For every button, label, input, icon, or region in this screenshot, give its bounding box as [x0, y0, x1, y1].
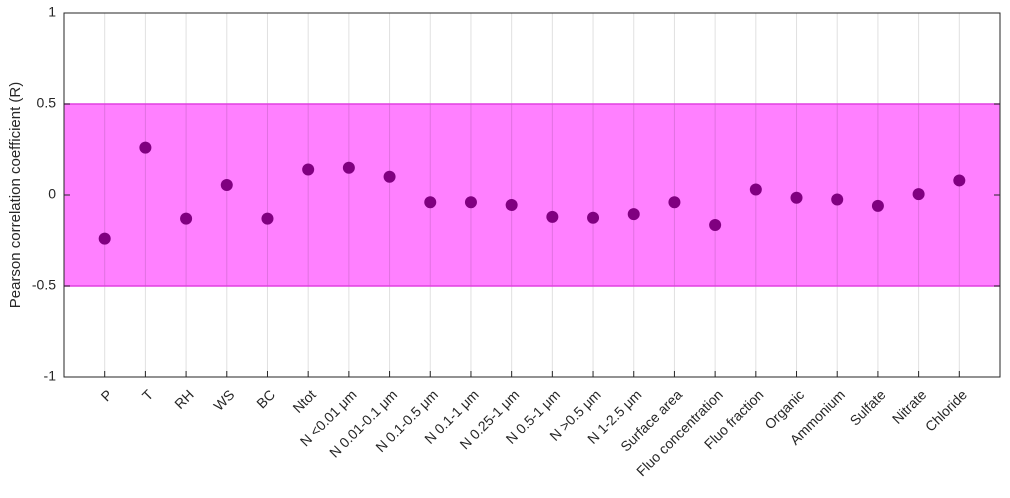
point: [342, 161, 355, 174]
point: [587, 211, 600, 224]
point: [383, 170, 396, 183]
point: [220, 178, 233, 191]
x-tick-label: Sulfate: [847, 386, 889, 428]
point: [139, 141, 152, 154]
point: [668, 196, 681, 209]
x-tick-label: P: [98, 386, 116, 404]
x-tick-label: Ntot: [289, 386, 319, 416]
x-tick-label: BC: [253, 386, 278, 411]
y-tick-label: -0.5: [32, 277, 56, 293]
point: [302, 163, 315, 176]
point: [627, 208, 640, 221]
point: [261, 212, 274, 225]
x-tick-label: WS: [210, 386, 237, 413]
x-tick-label: RH: [171, 386, 197, 412]
point: [953, 174, 966, 187]
point: [98, 232, 111, 245]
y-tick-label: 0: [48, 186, 56, 202]
point: [464, 196, 477, 209]
y-tick-label: -1: [44, 368, 57, 384]
y-axis-label: Pearson correlation coefficient (R): [7, 82, 24, 309]
point: [709, 219, 722, 232]
point: [912, 188, 925, 201]
point: [871, 199, 884, 212]
y-tick-label: 1: [48, 4, 56, 20]
shaded-range: [64, 104, 1000, 286]
point: [505, 199, 518, 212]
y-tick-label: 0.5: [37, 95, 57, 111]
x-tick-label: T: [139, 386, 157, 404]
point: [180, 212, 193, 225]
point: [790, 191, 803, 204]
point: [831, 193, 844, 206]
x-tick-label: Chloride: [922, 386, 970, 434]
point: [749, 183, 762, 196]
point: [424, 196, 437, 209]
point: [546, 210, 559, 223]
